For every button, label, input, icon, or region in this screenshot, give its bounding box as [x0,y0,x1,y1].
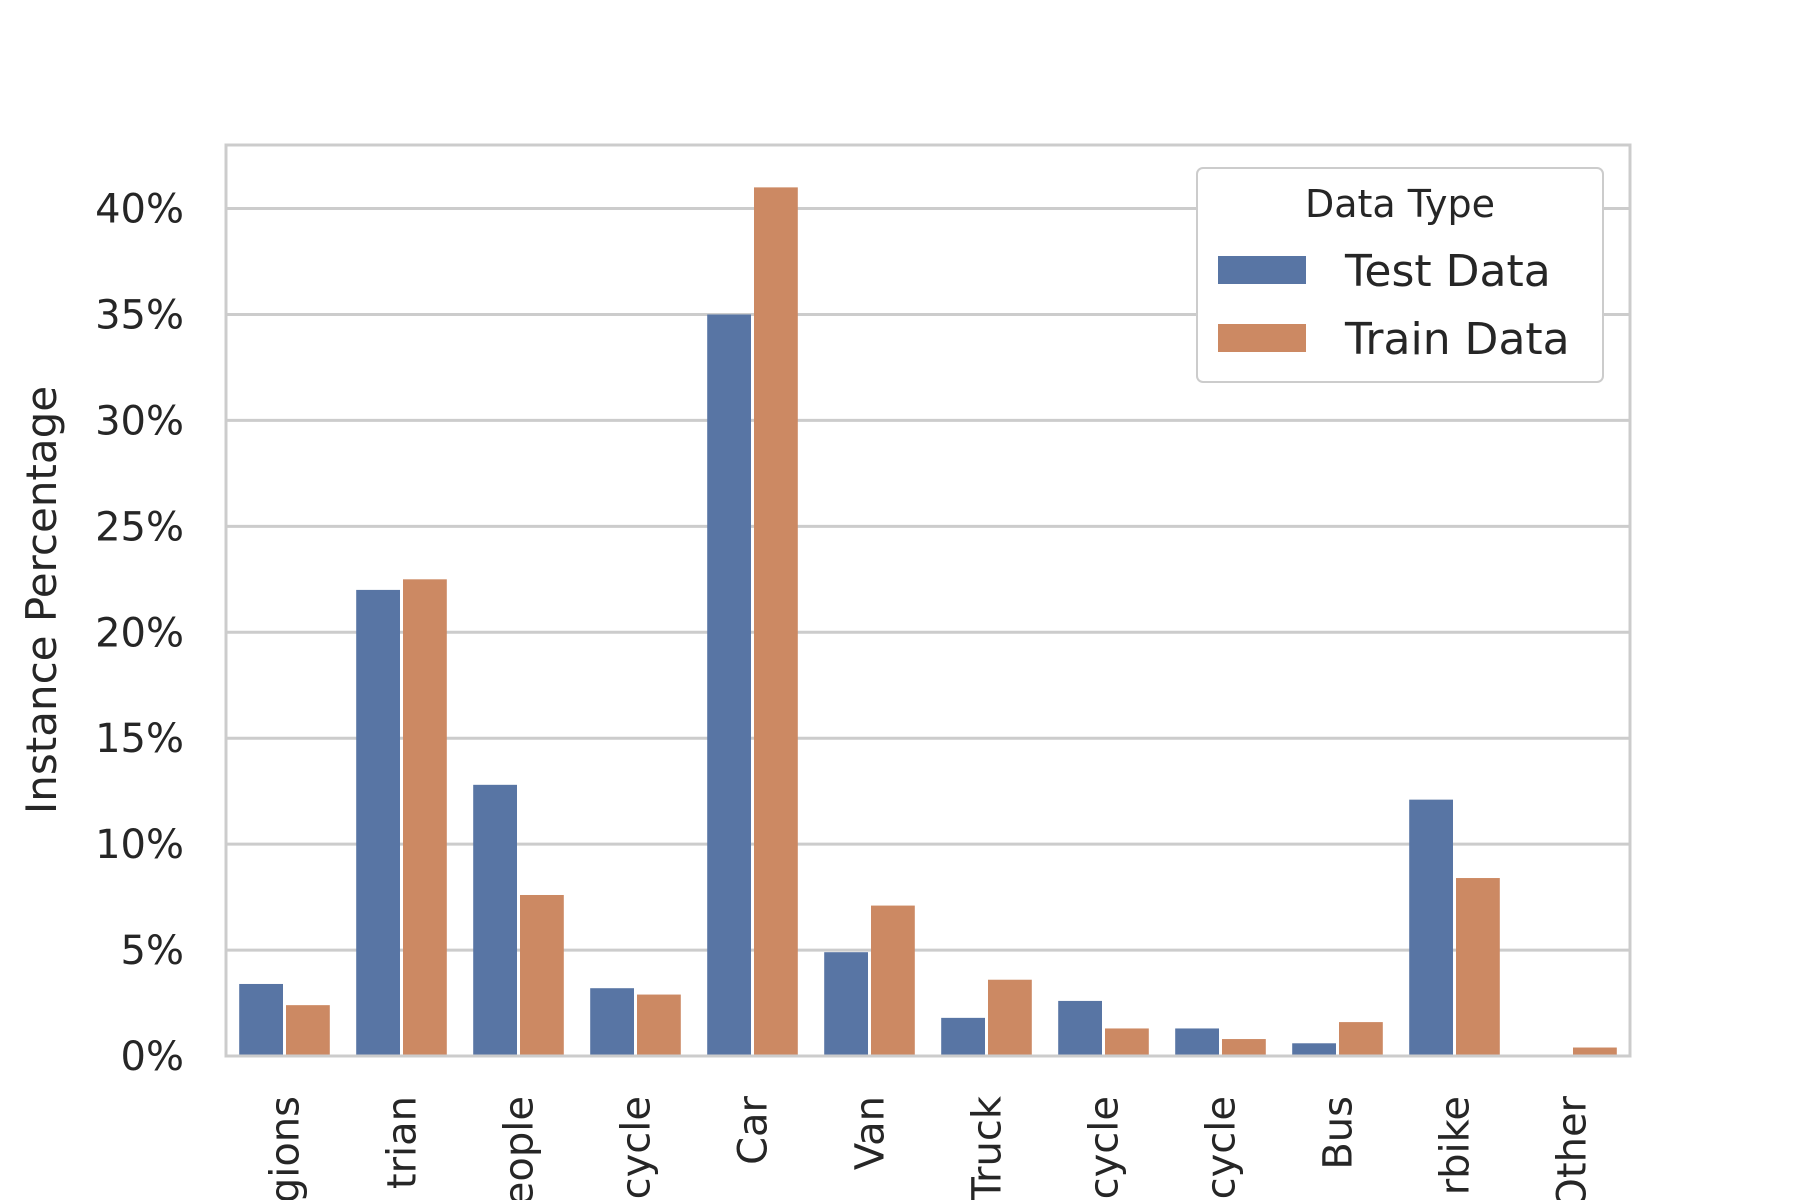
bar-train-people [520,894,564,1056]
legend: Data Type Test Data Train Data [1196,167,1604,383]
bar-test-people [473,784,517,1056]
bar-train-car [754,187,798,1057]
bar-test-motorbike [1409,799,1453,1056]
bar-test-truck [941,1017,985,1056]
y-tick-label: 30% [95,398,184,444]
x-tick-label: Truck [965,1095,1011,1200]
x-tick-label: rbike [1433,1096,1479,1195]
bar-train-truck [988,979,1032,1056]
y-tick-label: 15% [95,716,184,762]
y-tick-label: 5% [121,928,184,974]
plot-frame [224,143,1632,1058]
legend-label-train: Train Data [1344,314,1570,365]
legend-label-test: Test Data [1344,246,1551,297]
bar-train-bicycle [637,994,681,1056]
y-tick-label: 40% [95,187,184,233]
x-tick-label: cycle [1199,1096,1245,1199]
bar-train-other [1573,1047,1617,1056]
y-tick-label: 0% [121,1034,184,1080]
bar-train-motorbike [1456,878,1500,1056]
legend-swatch-train [1218,324,1306,352]
bar-train-awning-tricycle [1222,1039,1266,1056]
bar-train-bus [1339,1022,1383,1056]
y-axis-label: Instance Percentage [17,386,66,814]
bar-test-bicycle [590,988,634,1056]
y-tick-label: 20% [95,610,184,656]
bar-train-tricycle [1105,1028,1149,1056]
x-tick-label: cycle [614,1096,660,1199]
x-tick-label: Van [848,1096,894,1170]
bar-test-bus [1292,1043,1336,1056]
bar-test-car [707,314,751,1056]
bar-test-pedestrian [356,589,400,1056]
x-tick-label: eople [497,1096,543,1200]
x-tick-labels: gions trian eople cycle Car Van Truck cycle cycl… [263,1095,1596,1200]
x-tick-label: Other [1550,1095,1596,1200]
y-tick-label: 10% [95,822,184,868]
x-tick-label: Car [731,1095,777,1164]
bar-test-awning-tricycle [1175,1028,1219,1056]
gridlines [226,207,1630,952]
bar-train-pedestrian [403,579,447,1056]
y-tick-labels: 0% 5% 10% 15% 20% 25% 30% 35% 40% [95,187,184,1080]
bar-test-regions [239,983,283,1056]
bar-test-van [824,952,868,1056]
legend-title: Data Type [1305,182,1495,226]
y-tick-label: 25% [95,504,184,550]
x-tick-label: gions [263,1096,309,1200]
bar-train-regions [286,1005,330,1056]
x-tick-label: cycle [1082,1096,1128,1199]
bar-train-van [871,905,915,1056]
y-tick-label: 35% [95,292,184,338]
bars [239,187,1617,1057]
x-tick-label: trian [380,1096,426,1189]
x-tick-label: Bus [1316,1096,1362,1170]
legend-swatch-test [1218,256,1306,284]
bar-test-tricycle [1058,1000,1102,1056]
